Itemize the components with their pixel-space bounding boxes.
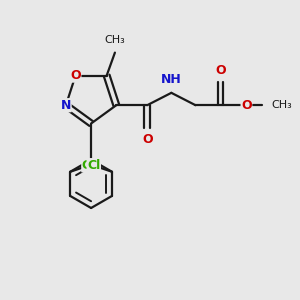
- Text: O: O: [70, 69, 81, 82]
- Text: NH: NH: [161, 74, 182, 86]
- Text: Cl: Cl: [87, 159, 101, 172]
- Text: O: O: [142, 134, 152, 146]
- Text: CH₃: CH₃: [104, 35, 125, 45]
- Text: N: N: [61, 99, 71, 112]
- Text: O: O: [215, 64, 226, 77]
- Text: O: O: [241, 99, 252, 112]
- Text: CH₃: CH₃: [272, 100, 292, 110]
- Text: Cl: Cl: [82, 159, 95, 172]
